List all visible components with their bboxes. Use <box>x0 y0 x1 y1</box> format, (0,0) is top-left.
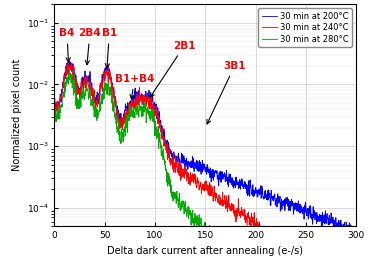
30 min at 200°C <box>66 58 71 62</box>
30 min at 200°C <box>70 69 75 72</box>
Text: B1+B4: B1+B4 <box>115 74 154 99</box>
30 min at 240°C <box>117 122 122 125</box>
30 min at 240°C <box>66 59 71 62</box>
Text: 2B4: 2B4 <box>79 28 101 65</box>
Line: 30 min at 280°C: 30 min at 280°C <box>55 70 356 240</box>
30 min at 200°C <box>351 235 355 238</box>
30 min at 200°C <box>354 228 358 231</box>
Line: 30 min at 240°C: 30 min at 240°C <box>55 61 356 240</box>
Text: B4: B4 <box>59 28 75 62</box>
30 min at 200°C <box>53 105 57 108</box>
30 min at 280°C <box>166 185 170 188</box>
30 min at 200°C <box>176 154 180 157</box>
X-axis label: Delta dark current after annealing (e-/s): Delta dark current after annealing (e-/s… <box>107 246 303 256</box>
30 min at 280°C <box>203 238 208 242</box>
30 min at 280°C <box>259 238 263 242</box>
Legend: 30 min at 200°C, 30 min at 240°C, 30 min at 280°C: 30 min at 200°C, 30 min at 240°C, 30 min… <box>258 8 352 47</box>
Y-axis label: Normalized pixel count: Normalized pixel count <box>11 59 21 172</box>
30 min at 280°C <box>67 69 72 72</box>
Text: B1: B1 <box>102 28 117 68</box>
30 min at 200°C <box>177 157 182 160</box>
30 min at 200°C <box>259 184 263 187</box>
30 min at 280°C <box>70 84 75 88</box>
30 min at 200°C <box>166 150 170 153</box>
30 min at 280°C <box>176 199 180 202</box>
30 min at 240°C <box>177 162 182 165</box>
30 min at 240°C <box>268 238 272 242</box>
30 min at 240°C <box>53 97 57 100</box>
Text: 3B1: 3B1 <box>207 61 246 124</box>
Text: 2B1: 2B1 <box>150 41 196 97</box>
30 min at 240°C <box>70 69 75 72</box>
Line: 30 min at 200°C: 30 min at 200°C <box>55 60 356 236</box>
30 min at 280°C <box>117 139 122 142</box>
30 min at 200°C <box>117 119 122 122</box>
30 min at 280°C <box>177 199 182 202</box>
30 min at 280°C <box>53 120 57 123</box>
30 min at 240°C <box>259 228 263 231</box>
30 min at 240°C <box>354 238 358 242</box>
30 min at 280°C <box>354 238 358 242</box>
30 min at 240°C <box>166 155 170 158</box>
30 min at 240°C <box>176 170 180 173</box>
